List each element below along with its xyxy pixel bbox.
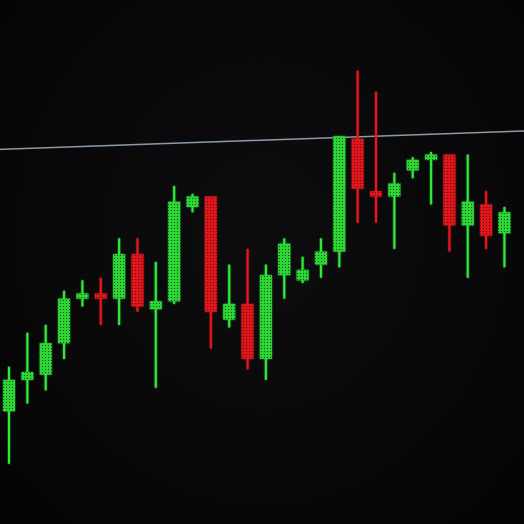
candle [241, 248, 254, 370]
candle [58, 290, 71, 359]
candle-body-up [425, 154, 438, 160]
candle [113, 238, 126, 325]
candle-body-up [3, 379, 15, 412]
candle-body-up [223, 303, 236, 320]
candle [168, 186, 181, 304]
candle-body-up [76, 293, 89, 299]
candle-body-down [204, 196, 217, 312]
candle [480, 191, 493, 249]
candle [388, 172, 401, 249]
candle [131, 238, 144, 312]
candle-body-up [259, 275, 272, 359]
candle [76, 280, 89, 307]
candle [21, 332, 34, 404]
candle-body-down [241, 303, 254, 359]
candle [461, 154, 474, 278]
candle-body-down [351, 138, 364, 189]
candle [186, 193, 199, 213]
candle-body-up [113, 254, 126, 299]
candle [296, 256, 309, 283]
candle [278, 238, 291, 299]
candle [39, 324, 52, 391]
candle-body-down [370, 191, 382, 197]
candle-body-down [443, 154, 456, 226]
candle [223, 264, 236, 328]
candle [3, 366, 15, 464]
candle-body-up [333, 136, 346, 252]
candle-body-up [498, 212, 511, 234]
candle [351, 70, 364, 223]
candle-body-down [131, 254, 144, 307]
candle-body-up [296, 269, 309, 281]
candle [406, 157, 419, 179]
candle-body-up [406, 159, 419, 171]
candle-body-up [21, 372, 34, 380]
candle-body-up [314, 251, 327, 265]
candle [149, 262, 162, 388]
candle [443, 154, 456, 252]
candle [498, 206, 511, 268]
candle-body-up [461, 201, 474, 226]
candle-body-up [58, 298, 71, 344]
candle [94, 277, 107, 325]
candle [333, 136, 346, 268]
candles-group [3, 70, 511, 464]
candle [370, 91, 382, 223]
candle-body-down [94, 293, 107, 299]
candle [425, 151, 438, 205]
candle-body-up [39, 343, 52, 375]
candle-body-up [168, 201, 181, 302]
reference-line [0, 130, 524, 151]
candle-body-up [186, 196, 199, 207]
candle-body-up [278, 243, 291, 276]
candle-body-up [388, 183, 401, 197]
candle [314, 238, 327, 278]
candle [259, 264, 272, 380]
candle-body-up [149, 301, 162, 310]
candle-body-down [480, 204, 493, 236]
candle [204, 196, 217, 349]
